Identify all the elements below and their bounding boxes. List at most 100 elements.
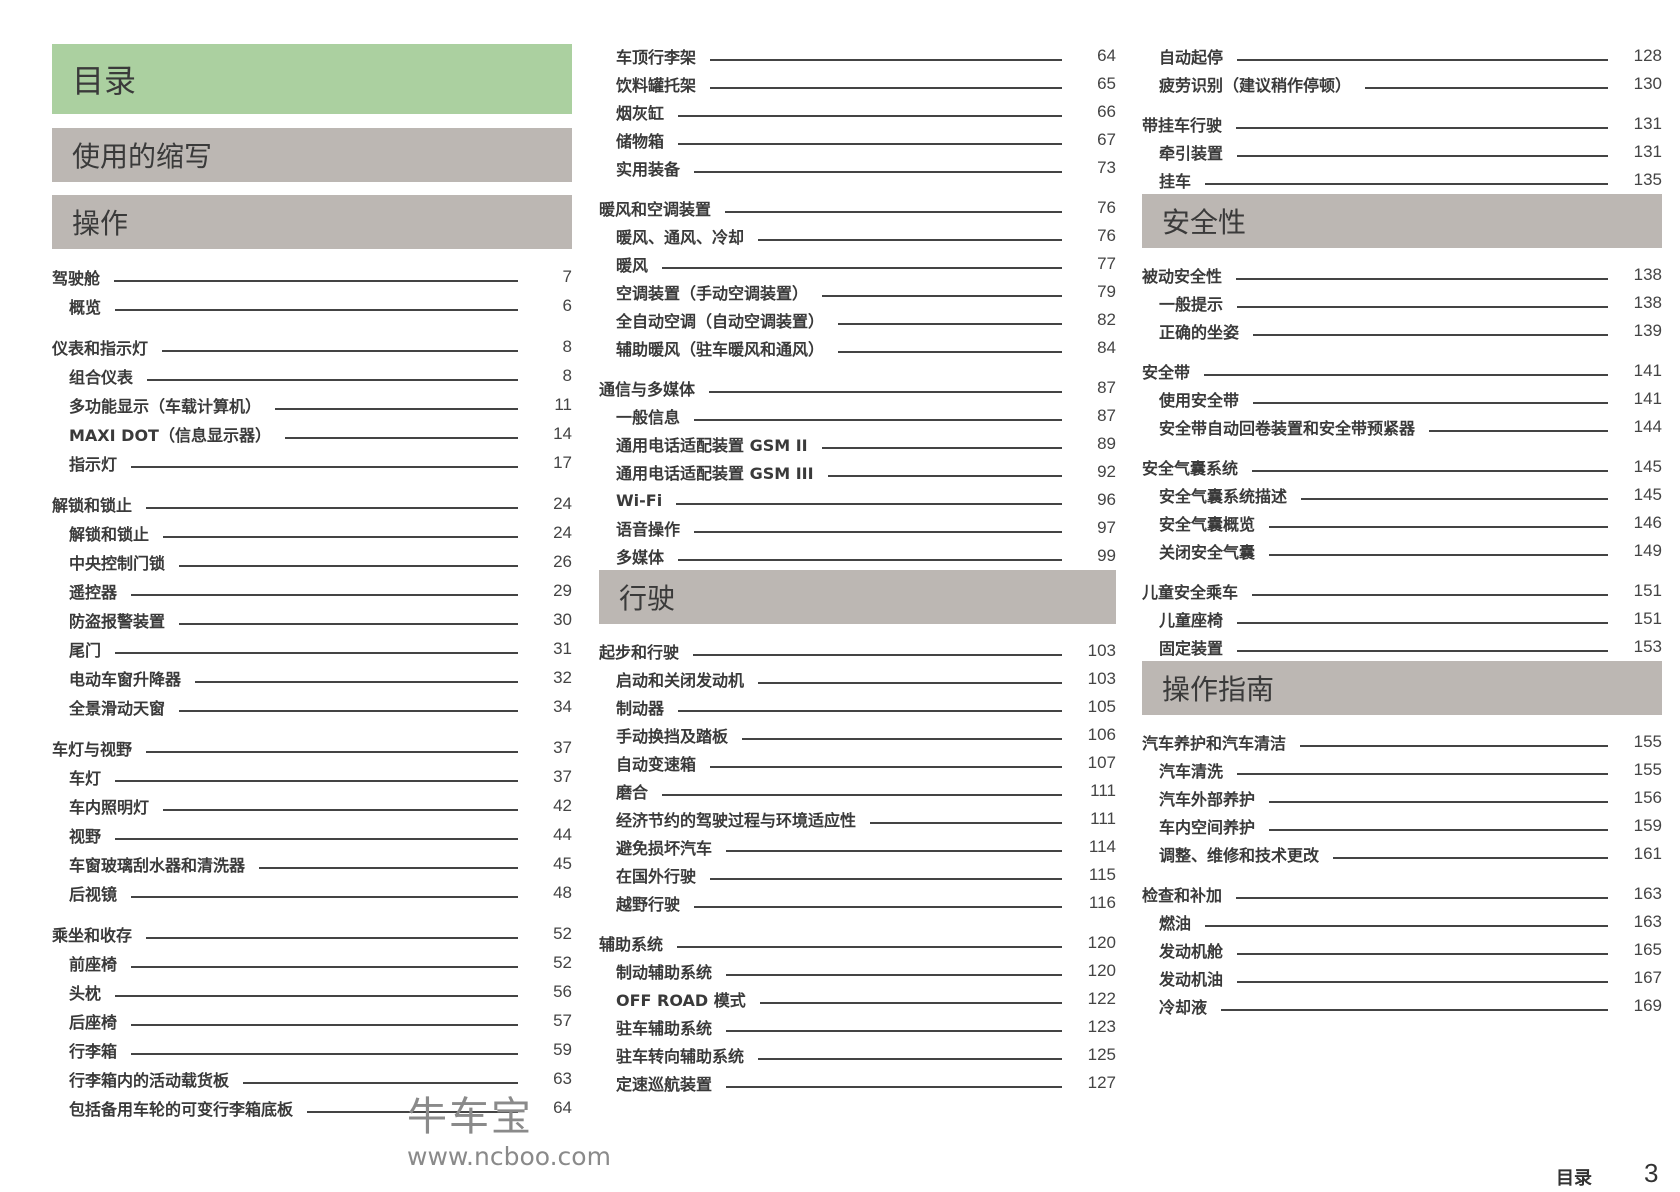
toc-entry[interactable]: 暖风、通风、冷却 76: [599, 222, 1116, 250]
toc-entry[interactable]: 全景滑动天窗 34: [52, 692, 572, 721]
toc-entry[interactable]: 指示灯 17: [52, 448, 572, 477]
toc-entry[interactable]: 通用电话适配装置 GSM III 92: [599, 458, 1116, 486]
toc-chapter-entry[interactable]: 驾驶舱 7: [52, 262, 572, 291]
toc-entry[interactable]: 安全带自动回卷装置和安全带预紧器 144: [1142, 413, 1662, 441]
toc-entry[interactable]: 车窗玻璃刮水器和清洗器 45: [52, 849, 572, 878]
leader-line: [822, 295, 1062, 297]
toc-entry[interactable]: 越野行驶 116: [599, 889, 1116, 917]
toc-entry[interactable]: 发动机油 167: [1142, 964, 1662, 992]
toc-entry[interactable]: 在国外行驶 115: [599, 861, 1116, 889]
toc-chapter-entry[interactable]: 被动安全性 138: [1142, 261, 1662, 289]
toc-entry[interactable]: 关闭安全气囊 149: [1142, 537, 1662, 565]
leader-line: [1269, 554, 1608, 556]
toc-chapter-entry[interactable]: 辅助系统 120: [599, 929, 1116, 957]
toc-entry[interactable]: 暖风 77: [599, 250, 1116, 278]
toc-entry[interactable]: 安全气囊系统描述 145: [1142, 481, 1662, 509]
toc-entry[interactable]: 冷却液 169: [1142, 992, 1662, 1020]
toc-entry[interactable]: 车灯 37: [52, 762, 572, 791]
toc-entry[interactable]: 多功能显示（车载计算机） 11: [52, 390, 572, 419]
entry-title: Wi-Fi: [616, 490, 663, 510]
toc-entry[interactable]: 电动车窗升降器 32: [52, 663, 572, 692]
toc-entry[interactable]: 避免损坏汽车 114: [599, 833, 1116, 861]
toc-entry[interactable]: 汽车外部养护 156: [1142, 784, 1662, 812]
toc-chapter-entry[interactable]: 带挂车行驶 131: [1142, 110, 1662, 138]
toc-chapter-entry[interactable]: 乘坐和收存 52: [52, 919, 572, 948]
toc-chapter-entry[interactable]: 暖风和空调装置 76: [599, 194, 1116, 222]
toc-entry[interactable]: 实用装备 73: [599, 154, 1116, 182]
toc-chapter-entry[interactable]: 安全气囊系统 145: [1142, 453, 1662, 481]
leader-line: [1205, 925, 1608, 927]
toc-chapter-entry[interactable]: 安全带 141: [1142, 357, 1662, 385]
toc-entry[interactable]: 饮料罐托架 65: [599, 70, 1116, 98]
toc-entry[interactable]: 头枕 56: [52, 977, 572, 1006]
toc-entry[interactable]: 燃油 163: [1142, 908, 1662, 936]
toc-entry[interactable]: 车内照明灯 42: [52, 791, 572, 820]
toc-entry[interactable]: 行李箱 59: [52, 1035, 572, 1064]
toc-entry[interactable]: 疲劳识别（建议稍作停顿） 130: [1142, 70, 1662, 98]
toc-chapter-entry[interactable]: 解锁和锁止 24: [52, 489, 572, 518]
toc-entry[interactable]: 概览 6: [52, 291, 572, 320]
toc-entry[interactable]: 中央控制门锁 26: [52, 547, 572, 576]
entry-page-number: 48: [553, 882, 572, 902]
toc-entry[interactable]: 安全气囊概览 146: [1142, 509, 1662, 537]
entry-title: 后视镜: [69, 884, 118, 904]
toc-entry[interactable]: 自动变速箱 107: [599, 749, 1116, 777]
toc-entry[interactable]: 磨合 111: [599, 777, 1116, 805]
toc-entry[interactable]: 辅助暖风（驻车暖风和通风） 84: [599, 334, 1116, 362]
toc-entry[interactable]: 儿童座椅 151: [1142, 605, 1662, 633]
toc-entry[interactable]: 后视镜 48: [52, 878, 572, 907]
toc-entry[interactable]: 后座椅 57: [52, 1006, 572, 1035]
toc-entry[interactable]: 驻车转向辅助系统 125: [599, 1041, 1116, 1069]
toc-entry[interactable]: 一般信息 87: [599, 402, 1116, 430]
toc-entry[interactable]: 定速巡航装置 127: [599, 1069, 1116, 1097]
toc-entry[interactable]: 驻车辅助系统 123: [599, 1013, 1116, 1041]
toc-entry[interactable]: 多媒体 99: [599, 542, 1116, 570]
toc-entry[interactable]: 启动和关闭发动机 103: [599, 665, 1116, 693]
toc-entry[interactable]: 调整、维修和技术更改 161: [1142, 840, 1662, 868]
toc-entry[interactable]: 经济节约的驾驶过程与环境适应性 111: [599, 805, 1116, 833]
leader-line: [115, 994, 518, 997]
toc-entry[interactable]: 遥控器 29: [52, 576, 572, 605]
toc-entry[interactable]: 组合仪表 8: [52, 361, 572, 390]
toc-entry[interactable]: 牵引装置 131: [1142, 138, 1662, 166]
toc-chapter-entry[interactable]: 仪表和指示灯 8: [52, 332, 572, 361]
toc-entry[interactable]: 空调装置（手动空调装置） 79: [599, 278, 1116, 306]
toc-entry[interactable]: 使用安全带 141: [1142, 385, 1662, 413]
toc-entry[interactable]: 发动机舱 165: [1142, 936, 1662, 964]
toc-entry[interactable]: 前座椅 52: [52, 948, 572, 977]
entry-title: 车内照明灯: [69, 797, 150, 817]
toc-chapter-entry[interactable]: 检查和补加 163: [1142, 880, 1662, 908]
toc-entry[interactable]: 车内空间养护 159: [1142, 812, 1662, 840]
toc-entry[interactable]: 自动起停 128: [1142, 42, 1662, 70]
toc-entry[interactable]: 正确的坐姿 139: [1142, 317, 1662, 345]
toc-entry[interactable]: 全自动空调（自动空调装置） 82: [599, 306, 1116, 334]
toc-chapter-entry[interactable]: 通信与多媒体 87: [599, 374, 1116, 402]
toc-entry[interactable]: 解锁和锁止 24: [52, 518, 572, 547]
toc-entry[interactable]: 手动换挡及踏板 106: [599, 721, 1116, 749]
toc-entry[interactable]: 行李箱内的活动载货板 63: [52, 1064, 572, 1093]
toc-entry[interactable]: 车顶行李架 64: [599, 42, 1116, 70]
toc-entry[interactable]: MAXI DOT（信息显示器） 14: [52, 419, 572, 448]
toc-entry[interactable]: 制动器 105: [599, 693, 1116, 721]
toc-chapter-entry[interactable]: 儿童安全乘车 151: [1142, 577, 1662, 605]
leader-line: [115, 308, 518, 311]
leader-line: [710, 59, 1062, 61]
toc-chapter-entry[interactable]: 起步和行驶 103: [599, 637, 1116, 665]
toc-entry[interactable]: 防盗报警装置 30: [52, 605, 572, 634]
toc-entry[interactable]: OFF ROAD 模式 122: [599, 985, 1116, 1013]
toc-entry[interactable]: 视野 44: [52, 820, 572, 849]
toc-entry[interactable]: 固定装置 153: [1142, 633, 1662, 661]
toc-chapter-entry[interactable]: 车灯与视野 37: [52, 733, 572, 762]
toc-entry[interactable]: 制动辅助系统 120: [599, 957, 1116, 985]
toc-entry[interactable]: 包括备用车轮的可变行李箱底板 64: [52, 1093, 572, 1122]
toc-entry[interactable]: 储物箱 67: [599, 126, 1116, 154]
toc-entry[interactable]: 汽车清洗 155: [1142, 756, 1662, 784]
toc-entry[interactable]: 烟灰缸 66: [599, 98, 1116, 126]
toc-entry[interactable]: 语音操作 97: [599, 514, 1116, 542]
toc-chapter-entry[interactable]: 汽车养护和汽车清洁 155: [1142, 728, 1662, 756]
toc-entry[interactable]: 尾门 31: [52, 634, 572, 663]
toc-entry[interactable]: Wi-Fi 96: [599, 486, 1116, 514]
toc-entry[interactable]: 通用电话适配装置 GSM II 89: [599, 430, 1116, 458]
toc-entry[interactable]: 挂车 135: [1142, 166, 1662, 194]
toc-entry[interactable]: 一般提示 138: [1142, 289, 1662, 317]
